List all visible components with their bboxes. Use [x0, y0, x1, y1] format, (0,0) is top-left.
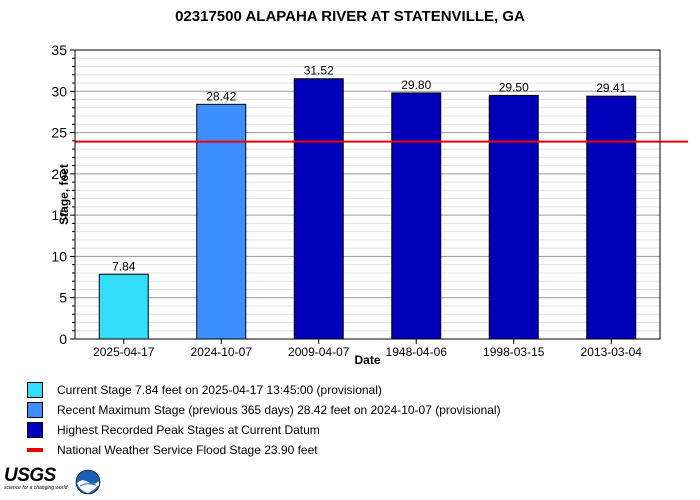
- bar-value-label: 7.84: [112, 259, 136, 273]
- x-tick-label: 1948-04-06: [386, 345, 448, 359]
- y-tick-label: 5: [59, 290, 67, 306]
- legend-swatch-peak-stages: [27, 422, 43, 438]
- y-tick-label: 30: [51, 83, 67, 99]
- y-tick-label: 25: [51, 125, 67, 141]
- bar-value-label: 31.52: [304, 64, 334, 78]
- plot-frame: [74, 49, 661, 340]
- y-tick-label: 20: [51, 166, 67, 182]
- y-tick-label: 0: [59, 331, 67, 347]
- bar: [196, 103, 247, 340]
- y-tick-label: 35: [51, 42, 67, 58]
- legend: Current Stage 7.84 feet on 2025-04-17 13…: [27, 380, 501, 460]
- legend-label-flood-stage: National Weather Service Flood Stage 23.…: [57, 443, 318, 457]
- x-tick-label: 2009-04-07: [288, 345, 350, 359]
- y-tick-label: 15: [51, 207, 67, 223]
- y-axis-label: Stage, feet: [57, 164, 71, 225]
- x-axis-label: Date: [354, 353, 380, 367]
- bar-value-label: 29.80: [401, 78, 431, 92]
- legend-swatch-current-stage: [27, 382, 43, 398]
- legend-label-peak-stages: Highest Recorded Peak Stages at Current …: [57, 423, 320, 437]
- legend-item-peak-stages: Highest Recorded Peak Stages at Current …: [27, 420, 501, 440]
- x-tick-label: 2025-04-17: [93, 345, 155, 359]
- bar: [391, 92, 442, 340]
- legend-swatch-recent-maximum: [27, 402, 43, 418]
- bar-value-label: 28.42: [206, 89, 236, 103]
- bar-chart: 0 5 10 15 20 25 30 35 7.84 2025-04-17 28.42 2024-10…: [51, 42, 688, 367]
- bar-value-label: 29.41: [596, 81, 626, 95]
- x-tick-label: 2013-03-04: [581, 345, 643, 359]
- y-tick-label: 10: [51, 248, 67, 264]
- footer-logos: USGS science for a changing world: [4, 466, 101, 495]
- legend-label-recent-maximum: Recent Maximum Stage (previous 365 days)…: [57, 403, 501, 417]
- bar: [293, 78, 344, 340]
- bar: [98, 273, 149, 340]
- bar: [488, 94, 539, 340]
- legend-item-flood-stage: National Weather Service Flood Stage 23.…: [27, 440, 501, 460]
- legend-swatch-flood-stage: [27, 448, 43, 452]
- chart-title: 02317500 ALAPAHA RIVER AT STATENVILLE, G…: [175, 8, 525, 25]
- bar: [586, 95, 637, 340]
- usgs-logo-text: USGS: [4, 465, 56, 486]
- noaa-logo: [76, 469, 101, 495]
- usgs-logo: USGS science for a changing world: [4, 466, 67, 491]
- x-tick-label: 1998-03-15: [483, 345, 545, 359]
- x-tick-label: 2024-10-07: [191, 345, 253, 359]
- legend-item-current-stage: Current Stage 7.84 feet on 2025-04-17 13…: [27, 380, 501, 400]
- legend-item-recent-maximum: Recent Maximum Stage (previous 365 days)…: [27, 400, 501, 420]
- legend-label-current-stage: Current Stage 7.84 feet on 2025-04-17 13…: [57, 383, 382, 397]
- bar-value-label: 29.50: [499, 80, 529, 94]
- usgs-logo-tagline: science for a changing world: [4, 485, 68, 491]
